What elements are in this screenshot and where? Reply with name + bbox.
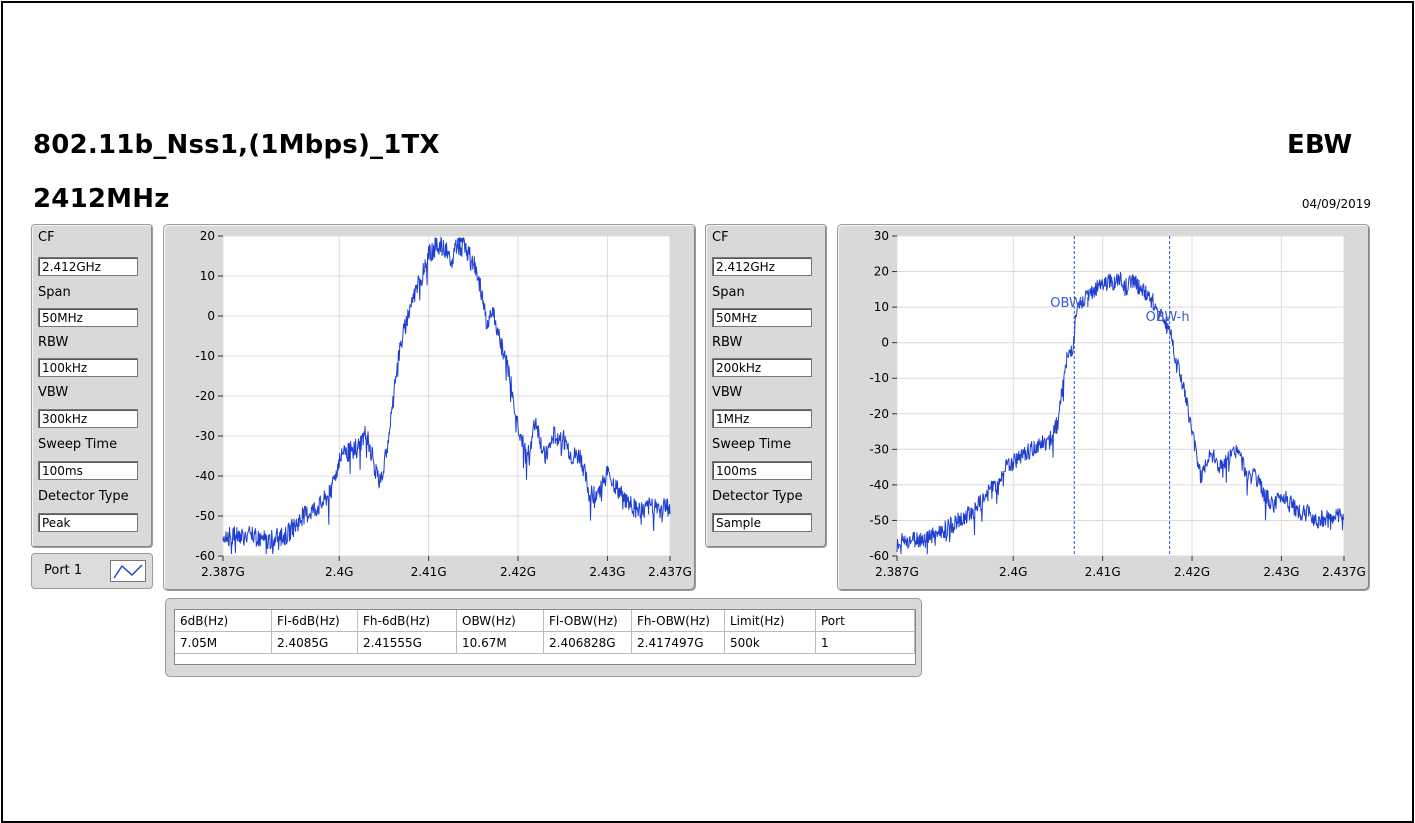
sweep-time-value[interactable]: 100ms	[712, 461, 812, 480]
y-tick-label: -60	[869, 549, 889, 563]
table-cell[interactable]: 500k	[725, 632, 816, 654]
y-tick-label: 20	[874, 265, 889, 279]
table-cell[interactable]: 2.41555G	[358, 632, 457, 654]
x-tick-label: 2.43G	[1263, 565, 1299, 579]
x-tick-label: 2.4G	[999, 565, 1027, 579]
y-tick-label: -40	[195, 469, 215, 483]
cf-label: CF	[712, 230, 729, 245]
x-tick-label: 2.387G	[875, 565, 919, 579]
detector-type-value[interactable]: Peak	[38, 513, 138, 532]
vbw-value[interactable]: 300kHz	[38, 409, 138, 428]
x-tick-label: 2.387G	[201, 565, 245, 579]
y-tick-label: -20	[869, 407, 889, 421]
sweep-time-value[interactable]: 100ms	[38, 461, 138, 480]
table-cell[interactable]: 2.406828G	[544, 632, 632, 654]
plot-area	[897, 236, 1344, 556]
cf-value[interactable]: 2.412GHz	[712, 257, 812, 276]
frequency-label: 2412MHz	[33, 184, 170, 214]
span-label: Span	[38, 285, 71, 300]
x-tick-label: 2.4G	[325, 565, 353, 579]
right-settings-panel: CF 2.412GHz Span 50MHz RBW 200kHz VBW 1M…	[705, 224, 827, 548]
results-grid: 6dB(Hz) 7.05M Fl-6dB(Hz) 2.4085G Fh-6dB(Hz) 2…	[174, 609, 916, 665]
spectrum-plot-left: 20 10 0 -10 -20 -30 -40 -50 -60 2.387G 2.4G 2.41G 2.…	[164, 225, 695, 590]
y-tick-label: -50	[869, 513, 889, 527]
table-header-cell: Limit(Hz)	[725, 610, 816, 632]
trace-swatch-icon	[110, 560, 146, 582]
rbw-value[interactable]: 200kHz	[712, 358, 812, 377]
rbw-label: RBW	[712, 335, 742, 350]
detector-type-value[interactable]: Sample	[712, 513, 812, 532]
span-label: Span	[712, 285, 745, 300]
table-cell[interactable]: 2.417497G	[632, 632, 725, 654]
table-header-cell: 6dB(Hz)	[175, 610, 272, 632]
table-cell[interactable]: 2.4085G	[272, 632, 358, 654]
y-tick-label: -40	[869, 478, 889, 492]
x-tick-label: 2.41G	[1085, 565, 1121, 579]
y-tick-label: -30	[869, 442, 889, 456]
port-legend[interactable]: Port 1	[31, 553, 153, 589]
table-header-cell: Fl-6dB(Hz)	[272, 610, 358, 632]
test-name: EBW	[1287, 130, 1352, 160]
table-header-cell: Fh-OBW(Hz)	[632, 610, 725, 632]
y-tick-label: -50	[195, 509, 215, 523]
y-tick-label: 10	[200, 269, 215, 283]
table-cell[interactable]: 7.05M	[175, 632, 272, 654]
cf-label: CF	[38, 230, 55, 245]
y-tick-label: -20	[195, 389, 215, 403]
x-tick-label: 2.437G	[648, 565, 692, 579]
results-table: 6dB(Hz) 7.05M Fl-6dB(Hz) 2.4085G Fh-6dB(Hz) 2…	[165, 598, 922, 677]
table-header-cell: Fl-OBW(Hz)	[544, 610, 632, 632]
span-value[interactable]: 50MHz	[38, 308, 138, 327]
x-tick-label: 2.437G	[1322, 565, 1366, 579]
span-value[interactable]: 50MHz	[712, 308, 812, 327]
y-tick-label: 10	[874, 300, 889, 314]
cf-value[interactable]: 2.412GHz	[38, 257, 138, 276]
y-tick-label: 0	[207, 309, 215, 323]
peak-marker	[457, 238, 462, 243]
y-tick-label: -30	[195, 429, 215, 443]
detector-type-label: Detector Type	[712, 489, 803, 504]
y-tick-label: -10	[869, 371, 889, 385]
obw-marker-label: OBW-l	[1050, 296, 1089, 311]
test-title: 802.11b_Nss1,(1Mbps)_1TX	[33, 130, 440, 160]
obw-marker-label: OBW-h	[1146, 310, 1190, 325]
rbw-value[interactable]: 100kHz	[38, 358, 138, 377]
spectrum-chart-left: 20 10 0 -10 -20 -30 -40 -50 -60 2.387G 2.4G 2.41G 2.…	[163, 224, 696, 591]
spectrum-chart-right: 30 20 10 0 -10 -20 -30 -40 -50 -60 2.387G 2.4G 2.41G…	[837, 224, 1370, 591]
x-tick-label: 2.42G	[1174, 565, 1210, 579]
x-tick-label: 2.42G	[500, 565, 536, 579]
table-cell[interactable]: 1	[816, 632, 915, 654]
sweep-time-label: Sweep Time	[712, 437, 791, 452]
vbw-value[interactable]: 1MHz	[712, 409, 812, 428]
vbw-label: VBW	[38, 385, 68, 400]
rbw-label: RBW	[38, 335, 68, 350]
table-header-cell: OBW(Hz)	[457, 610, 544, 632]
table-header-cell: Port	[816, 610, 915, 632]
y-tick-label: -60	[195, 549, 215, 563]
table-cell[interactable]: 10.67M	[457, 632, 544, 654]
vbw-label: VBW	[712, 385, 742, 400]
report-date: 04/09/2019	[1302, 197, 1371, 211]
spectrum-plot-right: 30 20 10 0 -10 -20 -30 -40 -50 -60 2.387G 2.4G 2.41G…	[838, 225, 1369, 590]
y-tick-label: 0	[881, 336, 889, 350]
y-tick-label: -10	[195, 349, 215, 363]
table-header-cell: Fh-6dB(Hz)	[358, 610, 457, 632]
x-tick-label: 2.41G	[411, 565, 447, 579]
port-legend-label: Port 1	[44, 563, 82, 578]
x-tick-label: 2.43G	[589, 565, 625, 579]
left-settings-panel: CF 2.412GHz Span 50MHz RBW 100kHz VBW 30…	[31, 224, 153, 548]
detector-type-label: Detector Type	[38, 489, 129, 504]
sweep-time-label: Sweep Time	[38, 437, 117, 452]
y-tick-label: 20	[200, 229, 215, 243]
y-tick-label: 30	[874, 229, 889, 243]
